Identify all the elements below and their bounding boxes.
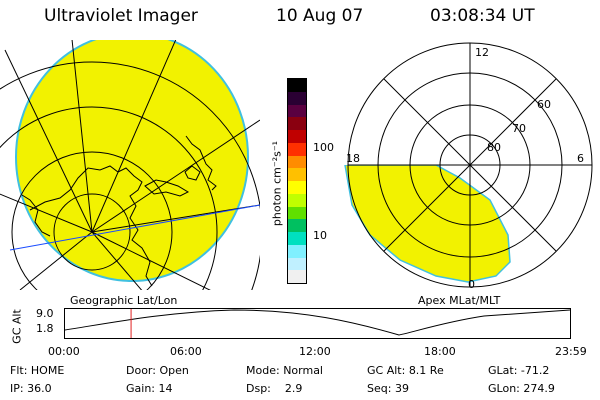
colorbar-segment — [288, 104, 306, 118]
info-glat: GLat: -71.2 — [488, 364, 550, 377]
colorbar-segment — [288, 193, 306, 207]
altitude-plot — [64, 308, 571, 339]
alt-ytick-1.8: 1.8 — [36, 322, 54, 335]
colorbar — [287, 78, 307, 284]
colorbar-segment — [288, 270, 306, 283]
mlat-label-80: 80 — [487, 141, 501, 154]
alt-xtick-0000: 00:00 — [48, 345, 80, 358]
alt-xtick-1200: 12:00 — [299, 345, 331, 358]
coastline — [29, 165, 153, 287]
coastline — [144, 179, 190, 197]
meridian-line — [4, 49, 93, 233]
colorbar-segment — [288, 257, 306, 271]
geographic-map — [0, 40, 260, 290]
coastline — [184, 165, 201, 181]
colorbar-segment — [288, 79, 306, 92]
mlt-label-18: 18 — [346, 152, 360, 165]
meridian-line — [91, 204, 260, 233]
alt-xtick-1800: 18:00 — [424, 345, 456, 358]
alt-ylabel: GC Alt — [10, 309, 24, 344]
colorbar-segment — [288, 181, 306, 194]
colorbar-segment — [288, 155, 306, 169]
colorbar-segment — [288, 206, 306, 220]
mlt-line — [383, 78, 557, 252]
instrument-title: Ultraviolet Imager — [44, 6, 198, 26]
mlt-label-12: 12 — [475, 46, 489, 59]
geographic-panel-label: Geographic Lat/Lon — [70, 294, 178, 307]
colorbar-segment — [288, 117, 306, 130]
mlat-label-60: 60 — [537, 98, 551, 111]
latitude-circle — [0, 106, 218, 290]
colorbar-segment — [288, 130, 306, 143]
meridian-line — [19, 231, 93, 290]
info-seq: Seq: 39 — [367, 382, 409, 395]
date-label: 10 Aug 07 — [276, 6, 364, 26]
meridian-line — [0, 193, 93, 233]
meridian-line — [91, 119, 260, 233]
apex-polar-map: 12 18 6 0 60 70 80 — [344, 42, 593, 291]
info-gain: Gain: 14 — [126, 382, 173, 395]
mlt-label-0: 0 — [468, 278, 475, 291]
latitude-circle — [53, 193, 131, 271]
colorbar-segment — [288, 168, 306, 181]
meridian-line — [71, 40, 93, 233]
info-dsp: Dsp: 2.9 — [246, 382, 303, 395]
latitude-circle — [0, 61, 260, 290]
latitude-circle — [11, 151, 173, 290]
meridian-line — [91, 231, 143, 290]
altitude-curve — [64, 309, 571, 336]
alt-ytick-9: 9.0 — [36, 307, 54, 320]
mlat-label-70: 70 — [512, 122, 526, 135]
info-gc-alt: GC Alt: 8.1 Re — [367, 364, 444, 377]
time-label: 03:08:34 UT — [430, 6, 535, 26]
colorbar-segment — [288, 142, 306, 156]
coastline — [21, 194, 51, 237]
alt-xtick-2359: 23:59 — [555, 345, 587, 358]
colorbar-segment — [288, 219, 306, 232]
info-glon: GLon: 274.9 — [488, 382, 555, 395]
meridian-line — [91, 40, 177, 233]
mlt-label-6: 6 — [577, 152, 584, 165]
apex-panel-label: Apex MLat/MLT — [418, 294, 501, 307]
info-ip: IP: 36.0 — [10, 382, 52, 395]
colorbar-segment — [288, 232, 306, 245]
meridian-line — [91, 231, 211, 290]
colorbar-tick-100: 100 — [313, 141, 334, 154]
colorbar-segment — [288, 244, 306, 258]
colorbar-segment — [288, 91, 306, 105]
alt-xtick-0600: 06:00 — [170, 345, 202, 358]
colorbar-unit-label: photon cm⁻²s⁻¹ — [270, 140, 284, 227]
info-flight: Flt: HOME — [10, 364, 65, 377]
info-door: Door: Open — [126, 364, 189, 377]
info-mode: Mode: Normal — [246, 364, 323, 377]
track-line — [9, 204, 260, 251]
coastline — [185, 135, 217, 191]
uv-emission-disk — [15, 40, 249, 282]
colorbar-tick-10: 10 — [313, 229, 327, 242]
